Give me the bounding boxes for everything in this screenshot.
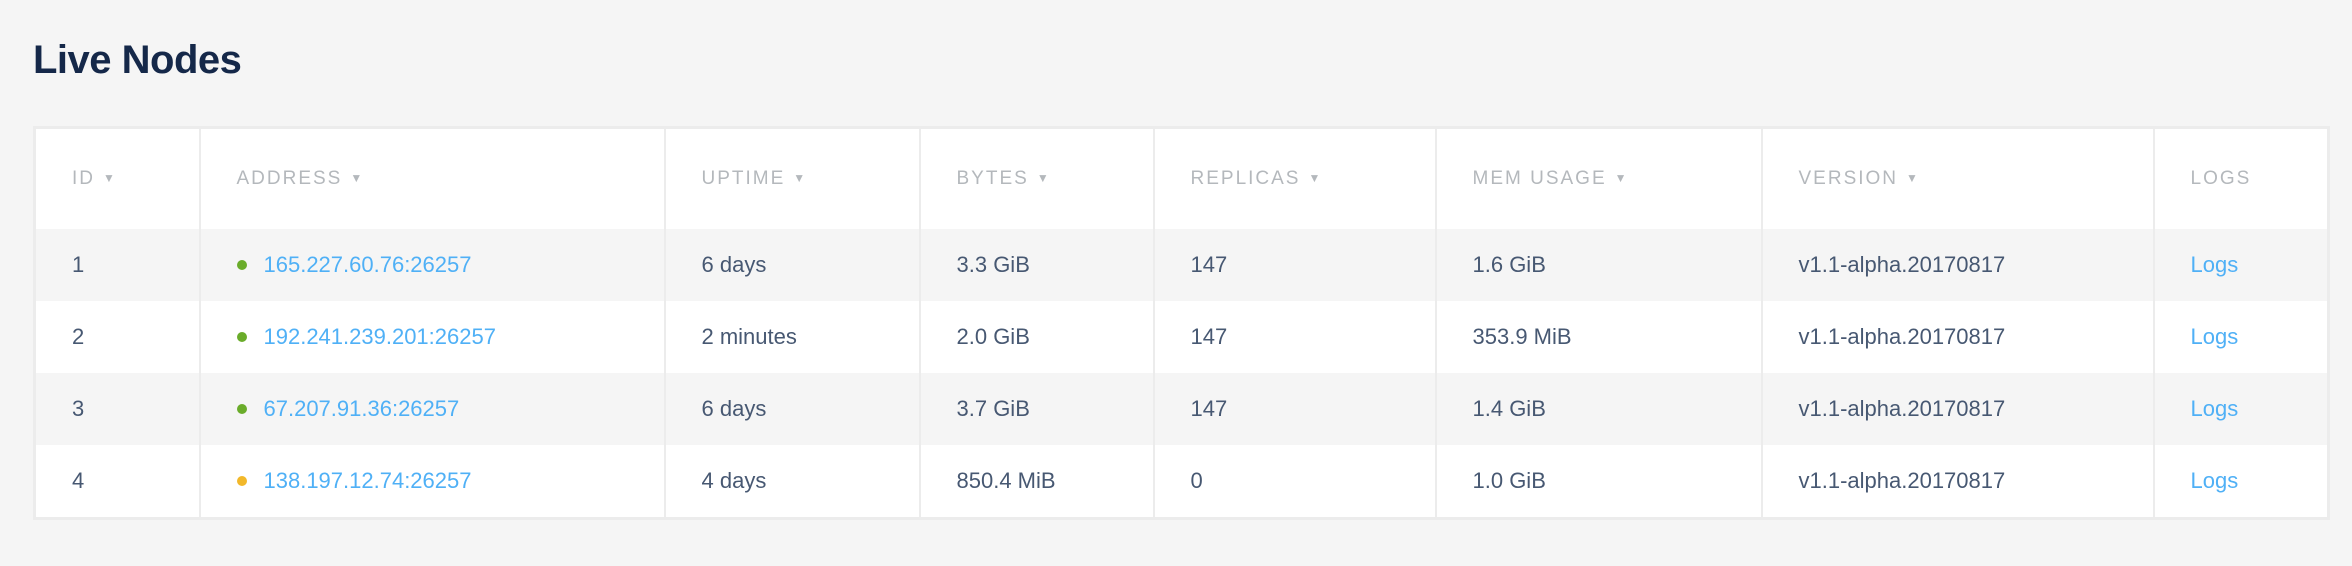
address-link[interactable]: 138.197.12.74:26257 [263, 468, 472, 493]
cell-bytes: 2.0 GiB [918, 301, 1154, 373]
sort-arrow-icon[interactable]: ▼ [1036, 171, 1051, 185]
cell-address: 165.227.60.76:26257 [198, 229, 665, 301]
nodes-table: ID ▼ ADDRESS ▼ UPTIME ▼ BYTES ▼ REPLICAS ▼ MEM USA… [33, 126, 2330, 520]
table-row: 2 192.241.239.201:26257 2 minutes 2.0 GiB 14… [35, 301, 2329, 373]
table-row: 3 67.207.91.36:26257 6 days 3.7 GiB 147 1.4 G… [34, 373, 2329, 445]
table-header-row: ID ▼ ADDRESS ▼ UPTIME ▼ BYTES ▼ REPLICAS ▼ MEM USA… [35, 127, 2329, 230]
cell-mem: 1.4 GiB [1434, 373, 1762, 445]
column-header-logs: LOGS [2152, 127, 2329, 229]
cell-address: 67.207.91.36:26257 [198, 373, 665, 445]
logs-link[interactable]: Logs [2190, 396, 2239, 421]
cell-logs: Logs [2152, 445, 2329, 519]
cell-replicas: 147 [1152, 229, 1436, 301]
status-dot-icon [236, 476, 247, 486]
column-header-version[interactable]: VERSION ▼ [1760, 127, 2154, 229]
column-header-id[interactable]: ID ▼ [35, 128, 200, 230]
sort-arrow-icon[interactable]: ▼ [793, 171, 808, 185]
cell-uptime: 4 days [663, 445, 920, 519]
cell-uptime: 2 minutes [663, 301, 920, 373]
address-link[interactable]: 192.241.239.201:26257 [263, 324, 496, 349]
status-dot-icon [236, 260, 247, 270]
cell-logs: Logs [2152, 229, 2329, 301]
sort-arrow-icon[interactable]: ▼ [350, 171, 365, 185]
cell-bytes: 3.3 GiB [918, 229, 1154, 301]
cell-mem: 1.0 GiB [1434, 445, 1762, 519]
cell-address: 138.197.12.74:26257 [198, 445, 665, 519]
sort-arrow-icon[interactable]: ▼ [103, 171, 117, 185]
status-dot-icon [236, 332, 247, 342]
sort-arrow-icon[interactable]: ▼ [1308, 171, 1323, 185]
column-header-bytes[interactable]: BYTES ▼ [918, 127, 1154, 229]
cell-version: v1.1-alpha.20170817 [1760, 301, 2154, 373]
cell-logs: Logs [2152, 301, 2329, 373]
cell-id: 1 [34, 229, 200, 301]
address-link[interactable]: 67.207.91.36:26257 [263, 396, 460, 421]
table-row: 4 138.197.12.74:26257 4 days 850.4 MiB 0 1.0 … [35, 445, 2329, 519]
address-link[interactable]: 165.227.60.76:26257 [263, 252, 472, 277]
sort-arrow-icon[interactable]: ▼ [1906, 171, 1920, 185]
cell-replicas: 147 [1152, 373, 1436, 445]
page-title: Live Nodes [33, 38, 242, 82]
column-header-mem[interactable]: MEM USAGE ▼ [1434, 127, 1762, 229]
cell-mem: 353.9 MiB [1434, 301, 1762, 373]
column-label: LOGS [2190, 168, 2252, 189]
cell-id: 2 [72, 324, 85, 349]
logs-link[interactable]: Logs [2190, 468, 2239, 493]
column-label: BYTES [956, 168, 1029, 189]
cell-replicas: 0 [1152, 445, 1436, 519]
table-body: 1 165.227.60.76:26257 6 days 3.3 GiB 147 1.6 … [34, 229, 2329, 519]
logs-link[interactable]: Logs [2190, 252, 2239, 277]
column-label: ID [72, 168, 95, 189]
sort-arrow-icon[interactable]: ▼ [1614, 171, 1629, 185]
cell-id: 3 [34, 373, 200, 445]
cell-version: v1.1-alpha.20170817 [1760, 373, 2154, 445]
column-label: MEM USAGE [1472, 168, 1607, 189]
cell-version: v1.1-alpha.20170817 [1760, 445, 2154, 519]
cell-id: 4 [72, 468, 85, 493]
cell-address: 192.241.239.201:26257 [198, 301, 665, 373]
cell-mem: 1.6 GiB [1434, 229, 1762, 301]
cell-bytes: 850.4 MiB [918, 445, 1154, 519]
cell-uptime: 6 days [663, 229, 920, 301]
column-header-address[interactable]: ADDRESS ▼ [198, 127, 665, 229]
cell-uptime: 6 days [663, 373, 920, 445]
column-header-uptime[interactable]: UPTIME ▼ [663, 127, 920, 229]
cell-logs: Logs [2152, 373, 2329, 445]
logs-link[interactable]: Logs [2190, 324, 2239, 349]
status-dot-icon [236, 404, 247, 414]
column-label: VERSION [1798, 168, 1899, 189]
column-label: UPTIME [701, 168, 786, 189]
table-row: 1 165.227.60.76:26257 6 days 3.3 GiB 147 1.6 … [34, 229, 2329, 301]
column-header-replicas[interactable]: REPLICAS ▼ [1152, 127, 1436, 229]
column-label: REPLICAS [1190, 168, 1301, 189]
cell-replicas: 147 [1152, 301, 1436, 373]
cell-version: v1.1-alpha.20170817 [1760, 229, 2154, 301]
cell-bytes: 3.7 GiB [918, 373, 1154, 445]
column-label: ADDRESS [236, 168, 343, 189]
